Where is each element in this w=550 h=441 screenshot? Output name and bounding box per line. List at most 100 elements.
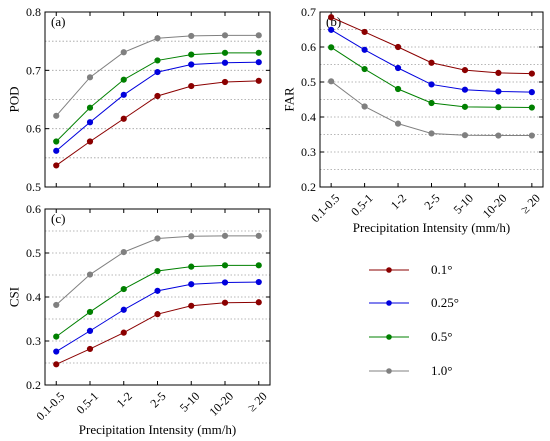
data-point [188, 281, 195, 288]
data-point [154, 235, 161, 242]
data-point [120, 115, 127, 122]
data-point [120, 76, 127, 83]
data-point [221, 32, 229, 39]
data-point [86, 271, 94, 278]
y-tick-label: 0.6 [26, 202, 41, 216]
y-axis-label: FAR [282, 87, 297, 112]
x-axis-label: Precipitation Intensity (mm/h) [79, 422, 236, 437]
y-tick-label: 0.2 [26, 378, 41, 392]
y-tick-label: 0.5 [26, 246, 41, 260]
legend-marker [386, 368, 392, 374]
data-point [528, 70, 535, 77]
data-point [86, 327, 94, 334]
data-point [221, 78, 229, 86]
x-tick-label: ≥ 20 [518, 191, 543, 216]
y-tick-label: 0.4 [301, 110, 316, 124]
data-point [53, 361, 60, 368]
data-point [428, 99, 435, 107]
y-tick-label: 0.6 [26, 122, 41, 136]
data-point [361, 65, 368, 73]
data-point [495, 104, 502, 111]
y-tick-label: 0.3 [26, 334, 41, 348]
series-line-0.5 [330, 46, 532, 109]
data-point [221, 299, 229, 306]
data-point [86, 345, 94, 353]
legend-label: 0.25° [431, 295, 459, 310]
data-point [188, 82, 195, 90]
legend-marker [386, 334, 392, 340]
x-tick-label: 1-2 [114, 389, 135, 410]
legend-label: 1.0° [431, 363, 452, 378]
panel-label: (c) [51, 211, 65, 226]
x-tick-label: ≥ 20 [245, 389, 270, 414]
data-point [86, 138, 94, 145]
data-point [255, 49, 262, 56]
data-point [188, 302, 195, 309]
x-tick-label: 1-2 [388, 191, 409, 212]
data-point [528, 132, 535, 139]
x-tick-label: 0.1-0.5 [33, 389, 67, 423]
chart-panel-2: 0.2 0.3 0.4 0.5 0.6 0.7 0.1-0.5 0.5-1 1-2 2-5 5-10… [282, 5, 544, 235]
y-tick-label: 0.6 [301, 40, 316, 54]
x-tick-label: 5-10 [177, 389, 202, 414]
data-point [154, 92, 161, 100]
data-point [528, 89, 535, 96]
data-point [86, 119, 94, 126]
data-point [221, 262, 229, 269]
data-point [428, 81, 435, 88]
data-point [428, 130, 435, 137]
data-point [86, 104, 94, 111]
x-axis-label: Precipitation Intensity (mm/h) [353, 220, 510, 235]
data-point [461, 86, 469, 93]
data-point [120, 285, 127, 293]
data-point [221, 49, 229, 56]
x-tick-label: 10-20 [206, 389, 236, 419]
data-point [120, 329, 127, 336]
legend-marker [386, 267, 392, 273]
data-point [255, 299, 262, 306]
data-point [53, 112, 60, 119]
y-tick-label: 0.2 [301, 180, 316, 194]
data-point [255, 77, 262, 84]
data-point [53, 333, 60, 340]
data-point [394, 64, 402, 72]
data-point [86, 308, 94, 316]
data-point [154, 311, 161, 318]
data-point [428, 59, 435, 66]
x-tick-label: 0.5-1 [73, 389, 101, 417]
legend-marker [386, 300, 392, 306]
data-point [53, 301, 60, 309]
x-tick-label: 0.1-0.5 [308, 191, 342, 225]
data-point [120, 91, 127, 98]
chart-panel-1: 0.5 0.6 0.7 0.8 (a) POD [7, 5, 271, 194]
data-point [86, 74, 94, 81]
data-point [53, 147, 60, 154]
data-point [188, 32, 195, 40]
data-point [495, 69, 502, 77]
data-point [328, 78, 335, 85]
y-axis-label: POD [7, 86, 22, 112]
data-point [361, 46, 368, 53]
data-point [188, 51, 195, 58]
chart-panel-3: 0.2 0.3 0.4 0.5 0.6 0.1-0.5 0.5-1 1-2 2-5 5-10 10-… [7, 202, 271, 437]
data-point [255, 32, 262, 39]
data-point [154, 57, 161, 64]
y-tick-label: 0.7 [26, 63, 41, 77]
x-tick-label: 2-5 [147, 389, 168, 410]
data-point [255, 262, 262, 269]
data-point [188, 61, 195, 68]
data-point [328, 14, 335, 21]
data-point [188, 263, 195, 270]
data-point [255, 278, 262, 286]
legend-label: 0.5° [431, 329, 452, 344]
data-point [461, 103, 469, 110]
x-tick-label: 5-10 [451, 191, 476, 216]
y-tick-label: 0.5 [301, 75, 316, 89]
data-point [255, 59, 262, 66]
data-point [394, 120, 402, 127]
data-point [188, 233, 195, 240]
y-tick-label: 0.8 [26, 5, 41, 19]
data-point [221, 59, 229, 66]
data-point [528, 104, 535, 111]
